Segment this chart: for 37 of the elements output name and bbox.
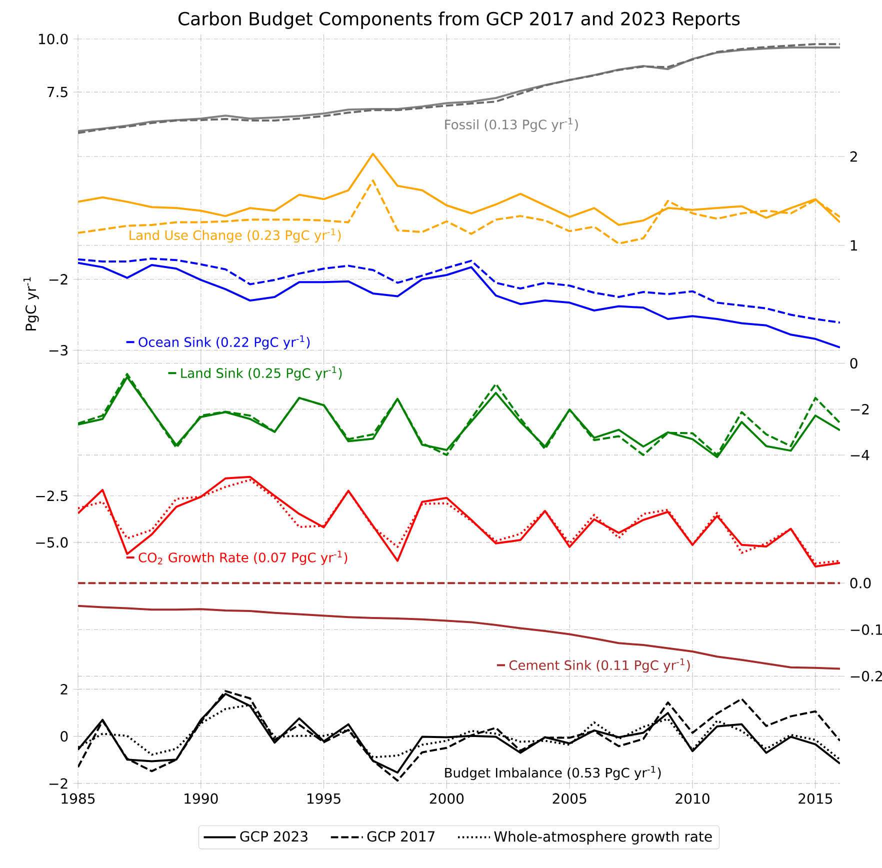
x-tick-label: 2000 [430, 793, 464, 804]
y2-tick-label: 2 [850, 151, 857, 162]
x-tick-label: 1995 [308, 793, 340, 804]
y2-tick-label: −2 [850, 404, 869, 414]
y-tick-label: −5.0 [36, 537, 68, 548]
legend-label: GCP 2023 [240, 831, 308, 842]
annotation: Land Use Change (0.23 PgC yr$^{-1}$) [130, 228, 341, 243]
y-tick-label: −2 [49, 274, 68, 284]
y2-tick-label: −0.2 [850, 670, 882, 682]
y-tick-label: 2 [60, 684, 68, 694]
y-axis-title: PgC yr$^{-1}$ [23, 277, 39, 330]
line-series [78, 262, 840, 348]
x-tick-label: 2015 [798, 793, 832, 804]
y-tick-label: −2 [49, 778, 68, 789]
legend-label: Land Sink (0.25 PgC yr$^{-1}$) [181, 366, 342, 381]
x-tick-label: 1985 [62, 793, 95, 804]
y-tick-label: 10.0 [38, 34, 68, 44]
legend-label: Cement Sink (0.11 PgC yr$^{-1}$) [509, 658, 690, 673]
annotation: Fossil (0.13 PgC yr$^{-1}$) [445, 118, 578, 132]
y2-tick-label: −4 [850, 450, 870, 460]
legend-label: CO$_{2}$ Growth Rate (0.07 PgC yr$^{-1}$) [138, 550, 348, 565]
x-tick-label: 2010 [676, 793, 710, 804]
x-tick-label: 1990 [184, 793, 218, 804]
y2-tick-label: 1 [850, 240, 857, 250]
y2-tick-label: −0.1 [850, 624, 882, 635]
y-tick-label: 7.5 [48, 86, 68, 98]
legend-label: Ocean Sink (0.22 PgC yr$^{-1}$) [138, 335, 310, 350]
legend-label: GCP 2017 [367, 831, 434, 842]
x-tick-label: 2005 [552, 793, 586, 804]
annotation: Budget Imbalance (0.53 PgC yr$^{-1}$) [445, 766, 661, 780]
y2-tick-label: 0.0 [850, 578, 871, 588]
chart-title: Carbon Budget Components from GCP 2017 and 2023 Reports [178, 12, 740, 29]
legend-label: Whole-atmosphere growth rate [494, 830, 712, 844]
y2-tick-label: 0 [850, 358, 858, 369]
y-tick-label: 0 [60, 731, 68, 742]
y-tick-label: −2.5 [36, 490, 68, 502]
y-tick-label: −3 [49, 344, 68, 356]
